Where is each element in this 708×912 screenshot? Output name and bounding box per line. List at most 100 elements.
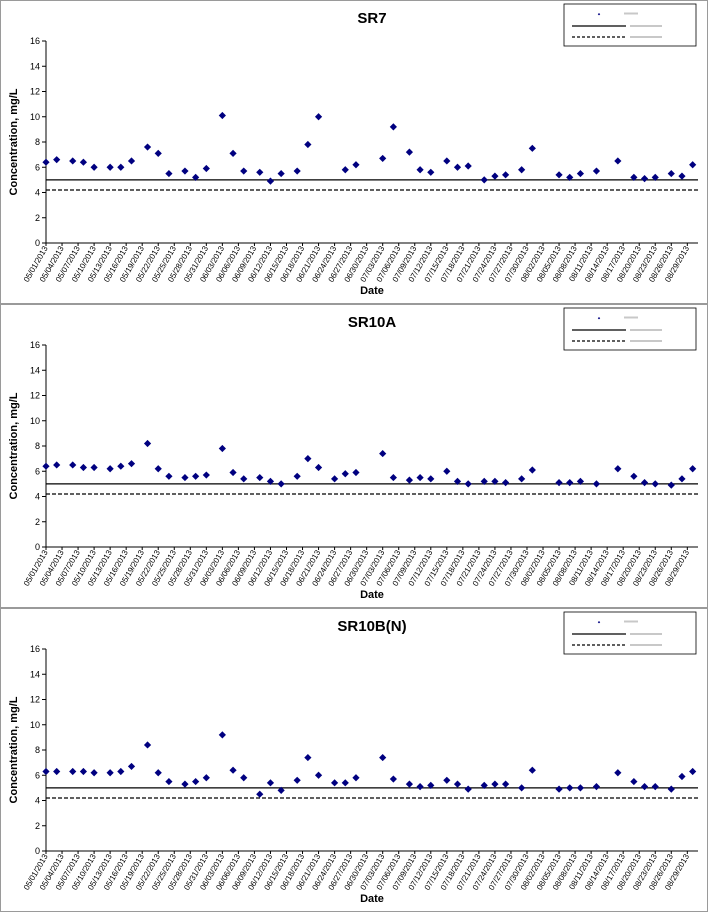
data-point [614,157,622,165]
data-point [143,143,152,151]
data-point [314,113,323,121]
data-point [240,167,248,175]
data-point [117,462,125,470]
data-point [689,767,697,776]
y-tick-label: 12 [30,695,40,705]
y-tick-label: 4 [35,796,40,806]
y-tick-label: 14 [30,61,40,71]
legend-entry-label [630,36,662,38]
data-point [202,471,210,479]
legend-entry-label [630,633,662,635]
legend-marker-data [597,13,601,16]
data-point [229,766,237,774]
data-point [304,753,312,762]
data-point [127,157,136,165]
legend-entry-label [624,316,638,319]
data-point [143,439,152,448]
data-point [229,468,237,477]
data-point [106,465,114,473]
data-point [218,444,226,453]
data-point [555,171,563,179]
data-point [640,479,649,487]
data-point [416,473,424,482]
chart-title: SR7 [357,10,386,27]
legend-entry-label [630,329,662,331]
data-point [181,780,189,788]
data-point [330,475,339,483]
data-point [405,780,414,788]
data-point [69,461,77,469]
data-point [651,783,659,791]
data-point [42,462,50,470]
data-point [528,766,536,774]
data-point [518,784,526,792]
legend-entry-label [630,25,662,27]
data-point [678,772,686,781]
data-point [143,741,152,749]
data-point [304,140,312,149]
y-tick-label: 2 [35,517,40,527]
x-axis-label: Date [360,285,384,297]
data-point [314,771,323,779]
data-point [293,167,301,175]
data-point [464,785,472,793]
data-point [576,784,585,792]
data-point [651,480,659,488]
legend-entry-label [624,620,638,623]
data-point [266,477,275,485]
data-point [453,163,462,171]
legend-entry-label [624,12,638,15]
y-tick-label: 10 [30,720,40,730]
data-point [427,475,435,483]
data-point [79,463,88,472]
data-point [443,157,451,165]
data-point [154,149,162,157]
data-point [592,167,601,175]
data-point [165,169,173,178]
data-point [405,148,414,156]
data-point [53,156,61,164]
data-point [528,466,536,474]
data-point [566,784,574,792]
data-point [42,767,50,776]
data-point [491,172,499,180]
data-point [165,777,173,786]
data-point [106,769,114,777]
y-tick-label: 16 [30,644,40,654]
data-point [181,473,189,482]
y-tick-label: 2 [35,821,40,831]
data-point [379,753,387,762]
y-tick-label: 16 [30,340,40,350]
data-point [240,774,248,782]
data-point [293,776,301,784]
data-point [667,169,675,178]
data-point [389,775,397,783]
legend-entry-label [630,340,662,342]
y-tick-label: 14 [30,365,40,375]
y-tick-label: 12 [30,391,40,401]
data-point [277,169,285,178]
y-tick-label: 8 [35,745,40,755]
chart-title: SR10A [348,314,397,331]
data-point [566,479,574,487]
data-point [630,777,638,786]
data-point [667,785,675,793]
data-point [464,162,472,170]
y-tick-label: 14 [30,669,40,679]
data-point [69,767,77,776]
data-point [79,767,88,776]
y-tick-label: 8 [35,137,40,147]
data-point [555,785,563,793]
data-point [192,777,200,786]
data-point [491,780,499,788]
y-tick-label: 6 [35,770,40,780]
data-point [106,163,114,171]
data-point [640,783,649,791]
data-point [555,479,563,487]
data-point [330,779,339,787]
data-point [592,783,601,791]
data-point [256,473,264,482]
scatter-chart-sr10bn: SR10B(N)024681012141605/01/201305/04/201… [8,611,698,905]
data-point [256,168,264,176]
